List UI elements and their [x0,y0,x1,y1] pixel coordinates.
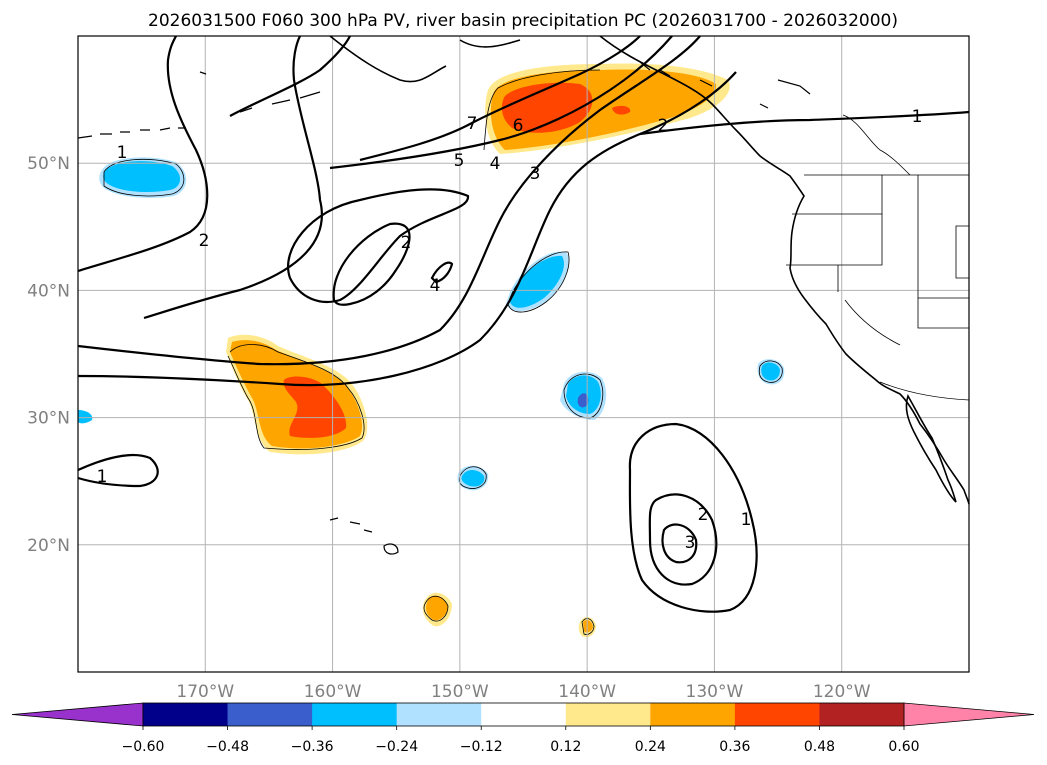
contour-label: 2 [698,505,709,525]
pv-contour-labels: 1 2 2 4 7 6 5 4 3 2 1 1 2 1 3 [97,107,923,553]
contour-label: 1 [97,467,108,487]
x-tick-label: 140°W [558,682,616,702]
contour-label: 2 [658,116,669,136]
pv-contour [329,35,673,170]
coastline-aleutians [77,71,321,139]
colorbar-tick-label: 0.12 [550,739,581,755]
x-tick-label: 160°W [304,682,362,702]
contour-label: 2 [401,233,412,253]
y-tick-label: 30°N [27,409,70,429]
y-tick-label: 40°N [27,281,70,301]
pv-contour [628,422,758,613]
colorbar-swatch [481,703,567,726]
x-tick-label: 170°W [176,682,234,702]
borders [786,114,970,401]
precip-blob-gulf-alaska-core [501,82,593,133]
contour-label: 4 [490,154,501,174]
x-tick-labels: 170°W 160°W 150°W 140°W 130°W 120°W [176,682,870,702]
pv-contour [77,35,701,366]
pv-contour [661,523,698,564]
pv-contours [77,35,970,613]
precip-blob-subtropical-core [283,376,347,438]
pv-contour [648,493,718,586]
precip-neg-150w-core [461,470,485,487]
x-tick-label: 130°W [686,682,744,702]
contour-label: 1 [741,510,752,530]
precip-shading-positive [226,63,730,638]
map-panel: 1 2 2 4 7 6 5 4 3 2 1 1 2 1 3 [77,35,970,673]
contour-label: 1 [117,143,128,163]
contour-label: 2 [199,231,210,251]
y-tick-labels: 20°N 30°N 40°N 50°N [27,154,70,556]
contour-label: 5 [454,151,465,171]
contour-label: 3 [685,533,696,553]
pv-contour [287,188,470,304]
precip-neg-125w-core [761,362,780,381]
contour-label: 6 [513,116,524,136]
coastline-islands-ne [639,61,811,109]
precip-neg-40n-core [510,255,564,308]
colorbar-extend-low [11,702,144,727]
x-tick-label: 120°W [813,682,871,702]
colorbar-tick-label: 0.36 [719,739,750,755]
colorbar-tick-label: −0.24 [375,739,418,755]
colorbar-tick-label: −0.60 [122,739,165,755]
precip-blob-small-b-mid [583,619,593,633]
pv-contour [359,35,641,162]
colorbar-tick-label: 0.60 [888,739,919,755]
x-tick-label: 150°W [431,682,489,702]
colorbar: −0.60 −0.48 −0.36 −0.24 −0.12 0.12 0.24 0.36 0.4… [11,702,1035,755]
colorbar-swatch [396,703,482,726]
precip-neg-northwest-core [103,161,181,192]
chart-title: 2026031500 F060 300 hPa PV, river basin … [148,11,898,31]
y-tick-label: 50°N [27,154,70,174]
colorbar-tick-label: −0.48 [206,739,249,755]
pv-contour [430,261,454,284]
precip-shading-negative [78,157,785,491]
colorbar-swatch [819,703,905,726]
gridlines [78,36,969,672]
y-tick-label: 20°N [27,536,70,556]
colorbar-tick-label: −0.36 [291,739,334,755]
colorbar-tick-label: −0.12 [460,739,503,755]
precip-neg-180w [78,410,93,424]
coastline-hawaii [329,517,399,555]
contour-label: 3 [530,164,541,184]
colorbar-swatch [227,703,313,726]
contour-label: 7 [467,114,478,134]
map-frame [77,35,970,673]
pv-contour [143,35,323,320]
precip-neg-140w-dark [577,393,589,408]
precip-blob-gulf-alaska-core2 [612,105,631,115]
colorbar-frame [142,702,905,727]
colorbar-swatch [143,703,229,726]
precip-blob-small-a-mid [426,595,448,621]
colorbar-tick-label: 0.24 [635,739,666,755]
coastline-alaska-pacific-nw [329,35,970,505]
coastlines [77,35,970,555]
pv-contour [77,454,159,488]
colorbar-swatch [312,703,398,726]
colorbar-swatch [565,703,651,726]
contour-label: 1 [912,107,923,127]
colorbar-swatch [734,703,820,726]
colorbar-tick-label: 0.48 [804,739,835,755]
pv-contour [77,35,209,273]
contour-label: 4 [430,276,441,296]
coastline-baja [905,394,957,503]
pv-contour [332,222,411,306]
colorbar-extend-high [903,702,1035,727]
precip-outlines [103,69,783,635]
colorbar-swatch [650,703,736,726]
pv-contour [639,110,970,136]
pv-contour [229,35,351,117]
